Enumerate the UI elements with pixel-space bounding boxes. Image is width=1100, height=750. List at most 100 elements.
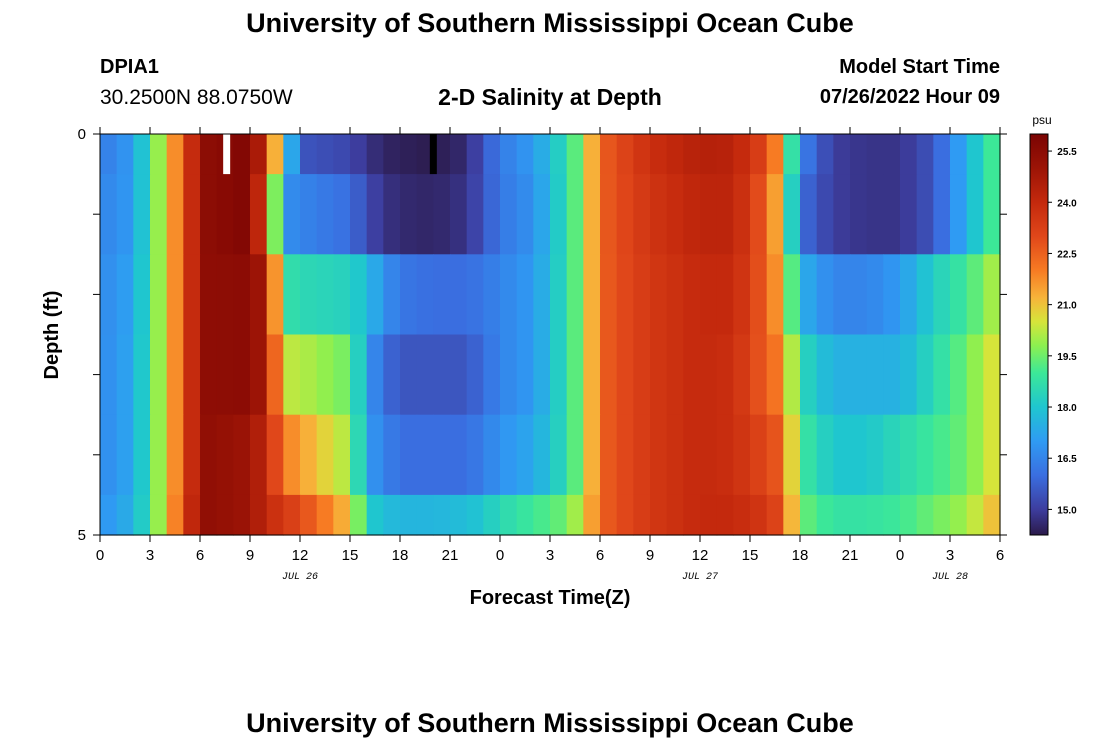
heatmap-cell xyxy=(800,174,818,255)
heatmap-cell xyxy=(200,134,218,175)
heatmap-cell xyxy=(150,414,168,496)
x-tick-label: 15 xyxy=(742,547,759,564)
x-tick-label: 12 xyxy=(692,547,709,564)
heatmap-cell xyxy=(233,174,251,255)
heatmap-cell xyxy=(533,494,551,536)
heatmap-cell xyxy=(600,174,618,255)
station-id: DPIA1 xyxy=(100,56,159,78)
heatmap-cell xyxy=(866,254,884,336)
heatmap-cell xyxy=(166,134,184,175)
heatmap-cell xyxy=(433,254,451,336)
heatmap-cell xyxy=(550,174,568,255)
heatmap-cell xyxy=(483,414,501,496)
salinity-heatmap-chart: 0 3 6 9 12 15 18 21 0 3 6 9 12 15 18 21 0 3 6 JUL 26 JUL 27 J… xyxy=(41,113,1077,609)
heatmap-cell xyxy=(100,174,118,255)
heatmap-cell xyxy=(266,414,284,496)
heatmap-cell xyxy=(933,414,951,496)
heatmap-cell xyxy=(616,254,634,336)
heatmap-cell xyxy=(850,334,868,416)
heatmap-cell xyxy=(516,254,534,336)
heatmap-cell xyxy=(216,174,234,255)
heatmap-cell xyxy=(983,134,1001,175)
heatmap-cell xyxy=(633,174,651,255)
heatmap-cell xyxy=(916,494,934,536)
heatmap-cell xyxy=(583,334,601,416)
heatmap-cell xyxy=(516,174,534,255)
heatmap-cell xyxy=(733,174,751,255)
heatmap-cell xyxy=(200,254,218,336)
heatmap-cell xyxy=(350,174,368,255)
heatmap-cell xyxy=(633,414,651,496)
heatmap-cell xyxy=(650,414,668,496)
heatmap-cell xyxy=(683,174,701,255)
heatmap-cell xyxy=(266,334,284,416)
heatmap-cell xyxy=(933,494,951,536)
heatmap-cell xyxy=(933,134,951,175)
heatmap-cell xyxy=(366,134,384,175)
heatmap-cell xyxy=(333,494,351,536)
heatmap-cell xyxy=(850,494,868,536)
x-tick-label: 12 xyxy=(292,547,309,564)
heatmap-cell xyxy=(216,254,234,336)
heatmap-cells xyxy=(100,134,1001,536)
heatmap-cell xyxy=(250,134,268,175)
heatmap-cell xyxy=(283,174,301,255)
heatmap-cell xyxy=(616,494,634,536)
heatmap-cell xyxy=(883,174,901,255)
heatmap-cell xyxy=(133,174,151,255)
heatmap-cell xyxy=(216,334,234,416)
heatmap-cell xyxy=(200,494,218,536)
heatmap-cell xyxy=(650,134,668,175)
heatmap-cell xyxy=(383,414,401,496)
heatmap-cell xyxy=(816,254,834,336)
colorbar: psu 25.5 24.0 22.5 21.0 19.5 18.0 16.5 15.0 xyxy=(1029,113,1077,536)
heatmap-cell xyxy=(700,494,718,536)
heatmap-cell xyxy=(950,494,968,536)
heatmap-cell xyxy=(233,494,251,536)
heatmap-cell xyxy=(683,494,701,536)
heatmap-cell xyxy=(583,414,601,496)
heatmap-cell xyxy=(900,414,918,496)
heatmap-cell xyxy=(416,494,434,536)
y-axis: 05 xyxy=(78,126,1007,544)
heatmap-cell xyxy=(300,134,318,175)
heatmap-cell xyxy=(783,174,801,255)
heatmap-cell xyxy=(716,334,734,416)
chart-subtitle: 2-D Salinity at Depth xyxy=(438,84,662,110)
heatmap-cell xyxy=(500,334,518,416)
heatmap-cell xyxy=(416,254,434,336)
heatmap-cell xyxy=(700,134,718,175)
heatmap-cell xyxy=(766,134,784,175)
heatmap-cell xyxy=(983,174,1001,255)
heatmap-cell xyxy=(133,254,151,336)
heatmap-cell xyxy=(466,414,484,496)
heatmap-cell xyxy=(833,494,851,536)
heatmap-cell xyxy=(116,134,134,175)
heatmap-cell xyxy=(983,494,1001,536)
heatmap-cell xyxy=(533,254,551,336)
heatmap-cell xyxy=(116,494,134,536)
heatmap-cell xyxy=(716,254,734,336)
heatmap-cell xyxy=(983,334,1001,416)
heatmap-cell xyxy=(666,254,684,336)
heatmap-cell xyxy=(600,254,618,336)
heatmap-cell xyxy=(900,254,918,336)
heatmap-cell xyxy=(883,254,901,336)
heatmap-cell xyxy=(350,334,368,416)
heatmap-cell xyxy=(533,334,551,416)
heatmap-cell xyxy=(866,174,884,255)
heatmap-cell xyxy=(150,174,168,255)
heatmap-cell xyxy=(450,254,468,336)
heatmap-cell xyxy=(866,414,884,496)
heatmap-cell xyxy=(216,494,234,536)
heatmap-cell xyxy=(200,334,218,416)
heatmap-cell xyxy=(350,134,368,175)
heatmap-cell xyxy=(400,334,418,416)
heatmap-cell xyxy=(433,414,451,496)
y-tick-label: 0 xyxy=(78,126,86,143)
heatmap-cell xyxy=(866,334,884,416)
x-tick-label: 3 xyxy=(946,547,954,564)
heatmap-cell xyxy=(400,494,418,536)
heatmap-cell xyxy=(433,134,451,175)
x-tick-label: 9 xyxy=(646,547,654,564)
